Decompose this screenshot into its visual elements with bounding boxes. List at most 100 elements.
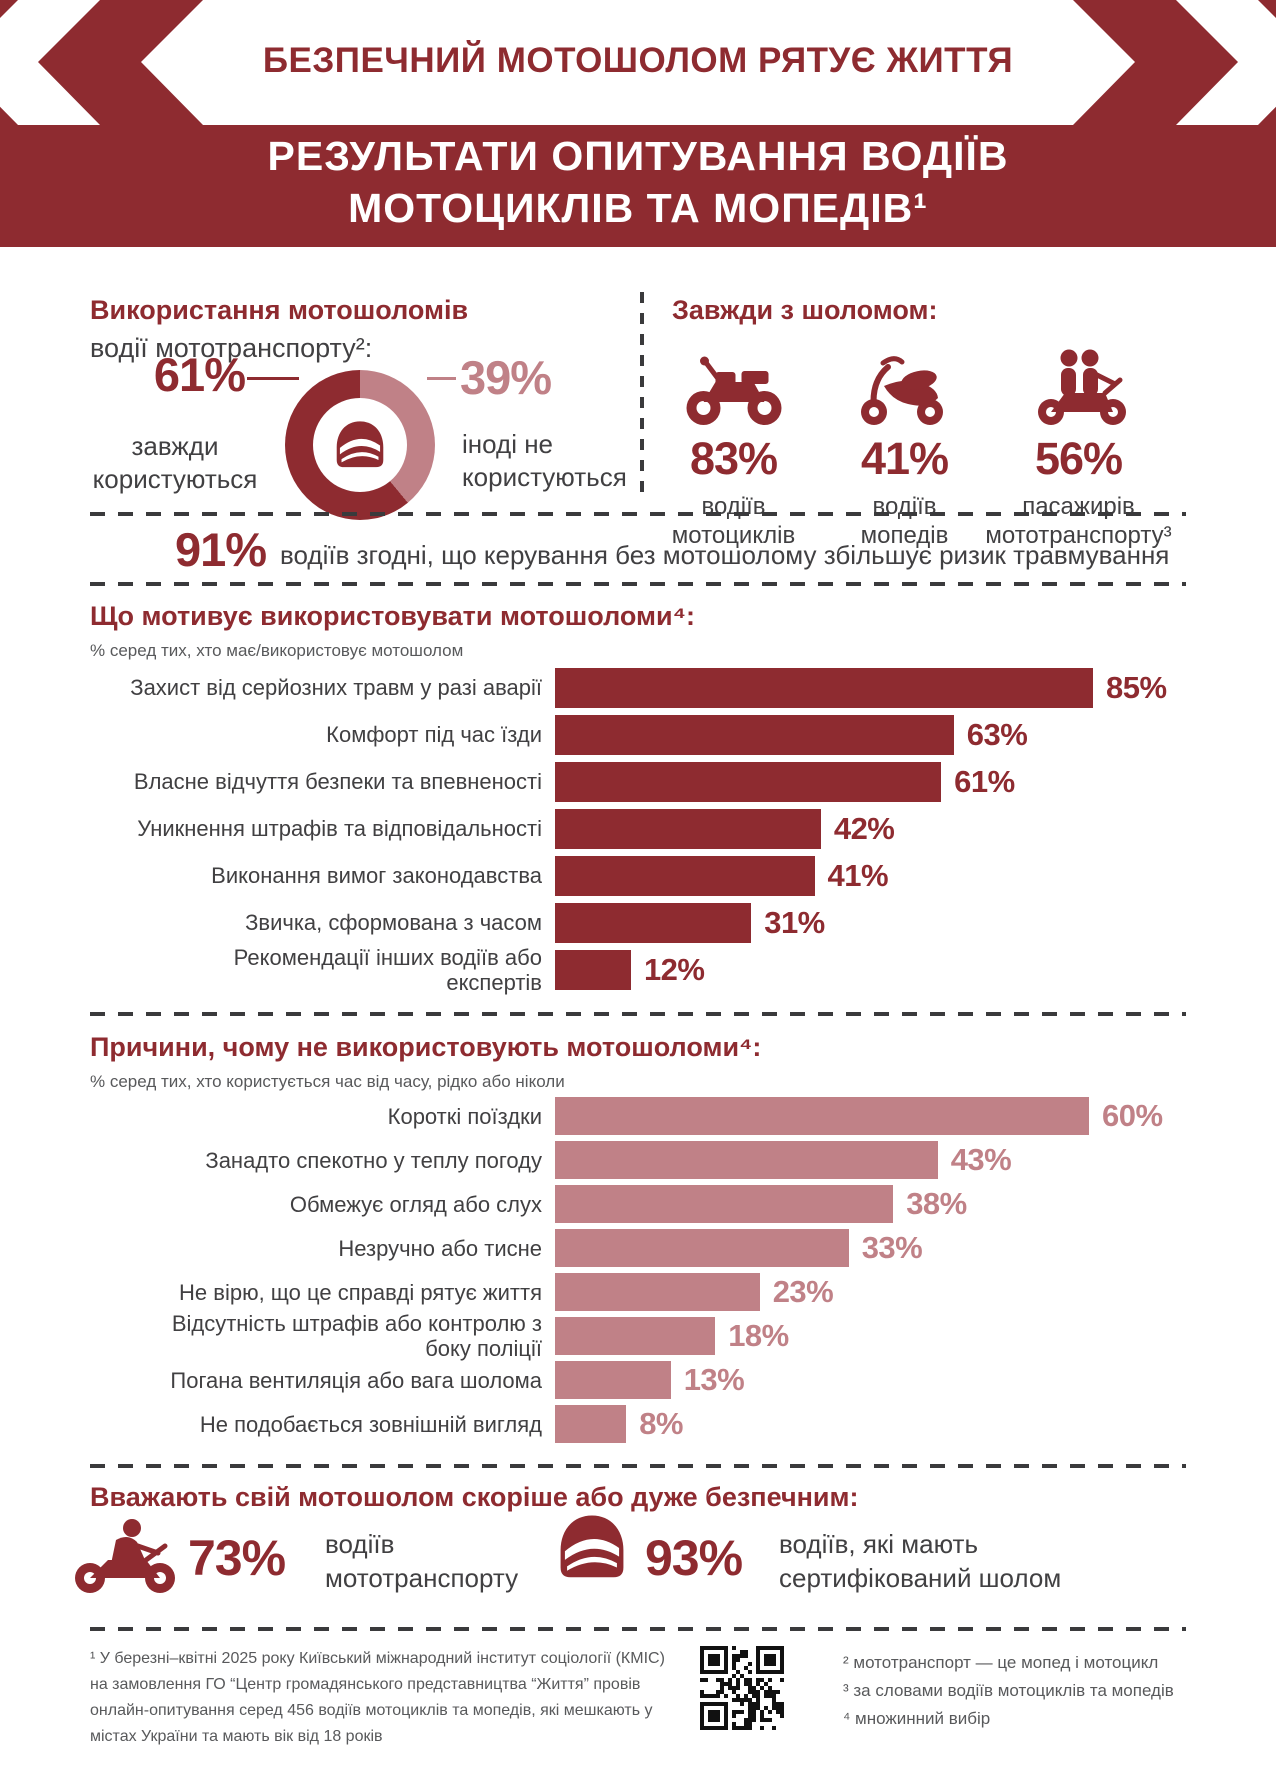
bar (555, 1361, 671, 1399)
bar-value: 41% (827, 857, 889, 893)
bar (555, 714, 954, 755)
bar-value: 61% (954, 763, 1015, 799)
bar-category-label: Погана вентиляція або вага шолома (170, 1367, 542, 1393)
barriers-chart-title: Причини, чому не використовують мотошоло… (90, 1032, 762, 1062)
bar (555, 1273, 760, 1311)
bar-row: Уникнення штрафів та відповідальності 42% (90, 805, 1210, 852)
dashed-divider (90, 1464, 1186, 1468)
bar-value: 18% (728, 1318, 789, 1353)
donut-center (313, 398, 407, 492)
bar-category-label: Не подобається зовнішній вигляд (199, 1411, 542, 1437)
bar-row: Рекомендації інших водіїв або експертів 1… (90, 944, 1210, 995)
bar-value: 8% (639, 1406, 683, 1441)
rider-icon (66, 1516, 184, 1603)
bar-value: 31% (764, 904, 825, 940)
bar-row: Не вірю, що це справді рятує життя 23% (90, 1270, 1210, 1314)
agree-stat-text: водіїв згодні, що керування без мотошоло… (280, 540, 1170, 570)
bar-row: Незручно або тисне 33% (90, 1226, 1210, 1270)
safety-section-title: Вважають свій мотошолом скоріше або дуже… (90, 1482, 859, 1512)
always-helmet-item-passengers: 56% пасажирів мототранспорту³ (966, 348, 1191, 550)
bar (555, 949, 631, 990)
bar-row: Короткі поїздки 60% (90, 1094, 1210, 1138)
barriers-chart-subtitle: % серед тих, хто користується час від ча… (90, 1072, 565, 1091)
sometimes-not-value: 39% (460, 351, 552, 404)
bar (555, 855, 815, 896)
header: БЕЗПЕЧНИЙ МОТОШОЛОМ РЯТУЄ ЖИТТЯ РЕЗУЛЬТА… (0, 0, 1276, 247)
left-chevron-icon (0, 0, 100, 125)
right-chevron-icon (1176, 0, 1276, 125)
bar-row: Обмежує огляд або слух 38% (90, 1182, 1210, 1226)
bar-category-label: Виконання вимог законодавства (211, 863, 542, 888)
bar (555, 808, 821, 849)
page-title-line2: МОТОЦИКЛІВ ТА МОПЕДІВ¹ (348, 185, 928, 231)
bar-value: 38% (906, 1186, 967, 1221)
safe-stat-value: 73% (188, 1530, 286, 1586)
bar-category-label: Відсутність штрафів або контролю з боку … (171, 1311, 542, 1361)
bar (555, 1185, 894, 1223)
callout-line-right (427, 377, 456, 380)
ribbon-shape (141, 0, 1135, 125)
usage-section-subtitle: водії мототранспорту²: (90, 333, 373, 363)
always-helmet-item-motorcycles: 83% водіїв мотоциклів (651, 348, 816, 550)
bar-category-label: Обмежує огляд або слух (289, 1191, 542, 1217)
footnote-3: ³ за словами водіїв мотоциклів та мопеді… (843, 1681, 1174, 1700)
agree-stat-value: 91% (175, 523, 267, 576)
dashed-divider (90, 582, 1186, 586)
dashed-divider (90, 512, 1186, 516)
bar-value: 13% (683, 1362, 745, 1397)
bar-category-label: Уникнення штрафів та відповідальності (137, 816, 542, 841)
helmet-icon (553, 1512, 631, 1589)
bar (555, 1405, 627, 1443)
safe-stat-label: водіїв, які мають сертифікований шолом (779, 1529, 1062, 1593)
bar-row: Захист від серйозних травм у разі аварії… (90, 664, 1210, 711)
always-helmet-item-mopeds: 41% водіїв мопедів (822, 348, 987, 550)
qr-code (700, 1646, 784, 1730)
bar (555, 761, 942, 802)
bar-category-label: Захист від серйозних травм у разі аварії (130, 675, 542, 700)
safe-stat-label: водіїв мототранспорту (325, 1529, 519, 1593)
bar-value: 23% (772, 1274, 834, 1309)
bar-row: Звичка, сформована з часом 31% (90, 899, 1210, 946)
always-use-value: 61% (153, 348, 246, 401)
bar-category-label: Занадто спекотно у теплу погоду (205, 1147, 542, 1173)
footnote-methodology: ¹ У березні–квітні 2025 року Київський м… (90, 1650, 665, 1745)
bar-category-label: Не вірю, що це справді рятує життя (179, 1279, 542, 1305)
motorcycle-icon (651, 348, 816, 428)
stat-value: 83% (689, 433, 778, 484)
bar-value: 60% (1102, 1098, 1163, 1133)
moped-icon (822, 348, 987, 428)
ribbon-banner (0, 0, 1276, 125)
bar (555, 1229, 849, 1267)
bar (555, 667, 1093, 708)
bar-value: 63% (966, 716, 1028, 752)
sometimes-not-label: іноді не користуються (462, 429, 627, 492)
bar-value: 33% (861, 1230, 923, 1265)
barriers-chart: Короткі поїздки 60% Занадто спекотно у теп… (90, 1094, 1210, 1446)
bar-row: Відсутність штрафів або контролю з боку … (90, 1311, 1210, 1361)
always-use-label: завжди користуються (92, 431, 258, 494)
bar-value: 42% (833, 810, 895, 846)
bar-category-label: Комфорт під час їзди (326, 722, 542, 747)
bar-category-label: Звичка, сформована з часом (245, 910, 542, 935)
bar-row: Власне відчуття безпеки та впевненості 61… (90, 758, 1210, 805)
dashed-divider (90, 1012, 1186, 1016)
dashed-divider (90, 1627, 1186, 1631)
bar-category-label: Рекомендації інших водіїв або експертів (233, 944, 542, 995)
bar-category-label: Короткі поїздки (387, 1103, 542, 1129)
bar (555, 1141, 938, 1179)
bar (555, 1317, 716, 1355)
bar-row: Погана вентиляція або вага шолома 13% (90, 1358, 1210, 1402)
footnote-2: ² мототранспорт — це мопед і мотоцикл (843, 1653, 1159, 1672)
bar-category-label: Власне відчуття безпеки та впевненості (133, 769, 542, 794)
bar-row: Занадто спекотно у теплу погоду 43% (90, 1138, 1210, 1182)
bar-value: 85% (1106, 669, 1167, 705)
bar (555, 902, 752, 943)
passengers-icon (966, 348, 1191, 428)
bar-row: Виконання вимог законодавства 41% (90, 852, 1210, 899)
helmet-icon (336, 420, 384, 467)
bar-value: 12% (643, 951, 705, 987)
banner-title: БЕЗПЕЧНИЙ МОТОШОЛОМ РЯТУЄ ЖИТТЯ (262, 41, 1014, 80)
usage-section-title: Використання мотошоломів (90, 295, 469, 325)
bar-row: Комфорт під час їзди 63% (90, 711, 1210, 758)
